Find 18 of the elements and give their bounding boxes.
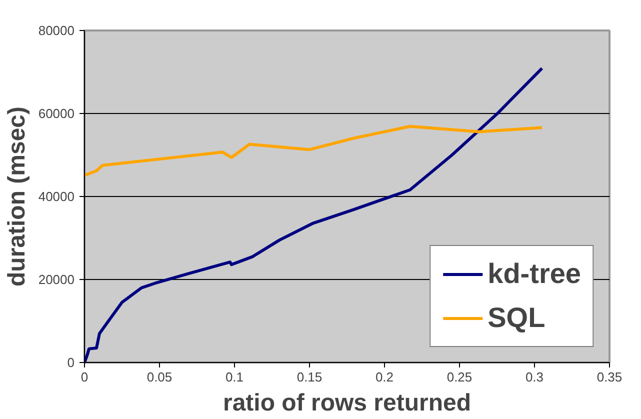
y-tick-label: 60000 bbox=[38, 106, 75, 121]
y-tick-label: 80000 bbox=[38, 23, 75, 38]
x-tick-label: 0.15 bbox=[296, 370, 322, 384]
y-tick-label: 0 bbox=[67, 355, 75, 370]
legend-label: SQL bbox=[488, 302, 546, 334]
x-tick-label: 0 bbox=[80, 370, 88, 384]
y-tick-label: 40000 bbox=[38, 189, 75, 204]
x-tick-label: 0.1 bbox=[225, 370, 244, 384]
x-tick-label: 0.2 bbox=[375, 370, 394, 384]
y-axis-title: duration (msec) bbox=[3, 106, 30, 287]
x-tick-label: 0.25 bbox=[446, 370, 472, 384]
x-tick-label: 0.05 bbox=[146, 370, 172, 384]
x-tick-label: 0.35 bbox=[596, 370, 622, 384]
y-tick-label: 20000 bbox=[38, 272, 75, 287]
line-series bbox=[84, 124, 544, 177]
legend-label: kd-tree bbox=[488, 258, 581, 290]
x-axis-title: ratio of rows returned bbox=[222, 390, 472, 416]
x-tick-label: 0.3 bbox=[525, 370, 544, 384]
